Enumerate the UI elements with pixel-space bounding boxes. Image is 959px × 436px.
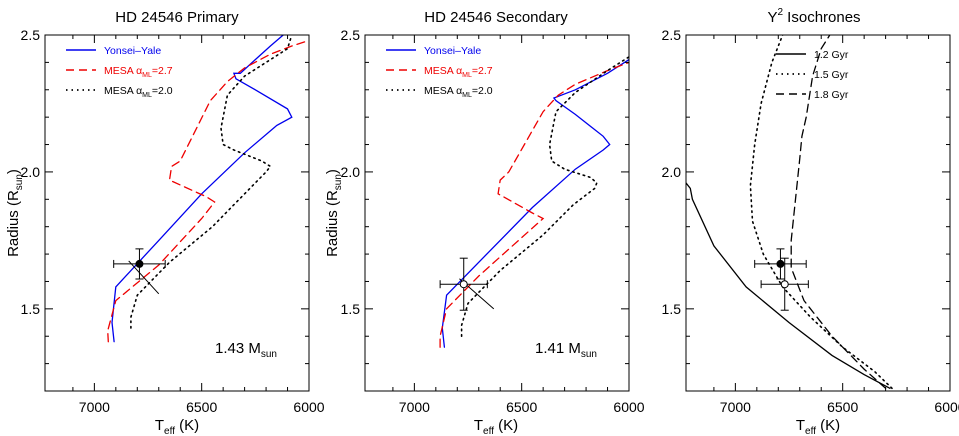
legend-entry: MESA αML=2.7: [66, 65, 173, 79]
y-tick-label: 2.0: [662, 164, 682, 180]
chart-title: HD 24546 Secondary: [424, 9, 568, 26]
panel-secondary: HD 24546 Secondary Yonsei–Yale MESA αML=2…: [324, 9, 645, 436]
x-tick-label: 6500: [827, 399, 858, 415]
plot-frame: [364, 34, 630, 392]
series-line-mesa-alpha-ml-2-7: [107, 39, 309, 343]
chart-title: HD 24546 Primary: [115, 9, 239, 26]
chart-title: Y2 Isochrones: [767, 7, 860, 26]
legend-entry: 1.8 Gyr: [776, 89, 849, 101]
y-tick-label: 2.5: [662, 27, 682, 43]
mass-annotation: 1.41 Msun: [535, 340, 597, 360]
y-tick-label: 2.0: [341, 164, 361, 180]
legend-entry: MESA αML=2.7: [386, 65, 493, 79]
plot-frame: [44, 34, 310, 392]
series-line-1-2-gyr: [686, 182, 891, 389]
legend-entry: 1.5 Gyr: [776, 69, 849, 81]
svg-text:MESA αML=2.7: MESA αML=2.7: [104, 65, 173, 79]
star-secondary-marker: [760, 257, 809, 311]
x-tick-label: 6000: [613, 399, 644, 415]
x-tick-label: 6000: [293, 399, 324, 415]
series-line-1-5-gyr: [749, 35, 893, 390]
legend-entry: 1.2 Gyr: [776, 49, 849, 61]
svg-text:Yonsei–Yale: Yonsei–Yale: [424, 45, 481, 57]
svg-text:MESA αML=2.0: MESA αML=2.0: [424, 85, 493, 99]
series-line-mesa-alpha-ml-2-7: [439, 61, 629, 348]
svg-text:Yonsei–Yale: Yonsei–Yale: [104, 45, 161, 57]
y-tick-label: 2.5: [341, 27, 361, 43]
star-primary-marker: [754, 248, 807, 280]
panel-primary: HD 24546 Primary Yonsei–Yale MESA αML=2.7…: [5, 9, 325, 436]
svg-text:1.2 Gyr: 1.2 Gyr: [814, 49, 849, 61]
svg-text:MESA αML=2.0: MESA αML=2.0: [104, 85, 173, 99]
mass-track-segment: [128, 260, 160, 295]
x-tick-label: 6500: [186, 399, 217, 415]
y-tick-label: 1.5: [341, 301, 361, 317]
y-tick-label: 2.0: [21, 164, 41, 180]
legend-entry: Yonsei–Yale: [66, 45, 161, 57]
x-axis-label: Teff (K): [155, 417, 199, 436]
y-axis-label: Radius (Rsun): [324, 169, 344, 257]
svg-text:1.5 Gyr: 1.5 Gyr: [814, 69, 849, 81]
legend-entry: MESA αML=2.0: [386, 85, 493, 99]
y-tick-label: 2.5: [21, 27, 41, 43]
x-axis-label: Teff (K): [796, 417, 840, 436]
star-secondary-marker: [439, 257, 488, 311]
svg-text:MESA αML=2.7: MESA αML=2.7: [424, 65, 493, 79]
y-tick-label: 1.5: [21, 301, 41, 317]
series-line-mesa-alpha-ml-2-0: [130, 35, 293, 329]
x-axis-label: Teff (K): [474, 417, 518, 436]
x-tick-label: 7000: [720, 399, 751, 415]
x-tick-label: 7000: [399, 399, 430, 415]
mass-annotation: 1.43 Msun: [215, 340, 277, 360]
svg-text:1.8 Gyr: 1.8 Gyr: [814, 89, 849, 101]
panel-isochrones: Y2 Isochrones 1.2 Gyr 1.5 Gyr 1.8 Gyr 7000…: [662, 7, 959, 436]
legend-entry: MESA αML=2.0: [66, 85, 173, 99]
series-line-mesa-alpha-ml-2-0: [460, 56, 629, 338]
star-primary-marker: [113, 248, 166, 280]
x-tick-label: 6000: [934, 399, 959, 415]
x-tick-label: 6500: [506, 399, 537, 415]
plot-frame: [685, 34, 951, 392]
legend-entry: Yonsei–Yale: [386, 45, 481, 57]
y-tick-label: 1.5: [662, 301, 682, 317]
series-line-yonsei-yale: [441, 58, 629, 348]
series-line-1-8-gyr: [790, 35, 887, 389]
y-axis-label: Radius (Rsun): [5, 169, 25, 257]
x-tick-label: 7000: [79, 399, 110, 415]
series-line-yonsei-yale: [111, 35, 293, 343]
